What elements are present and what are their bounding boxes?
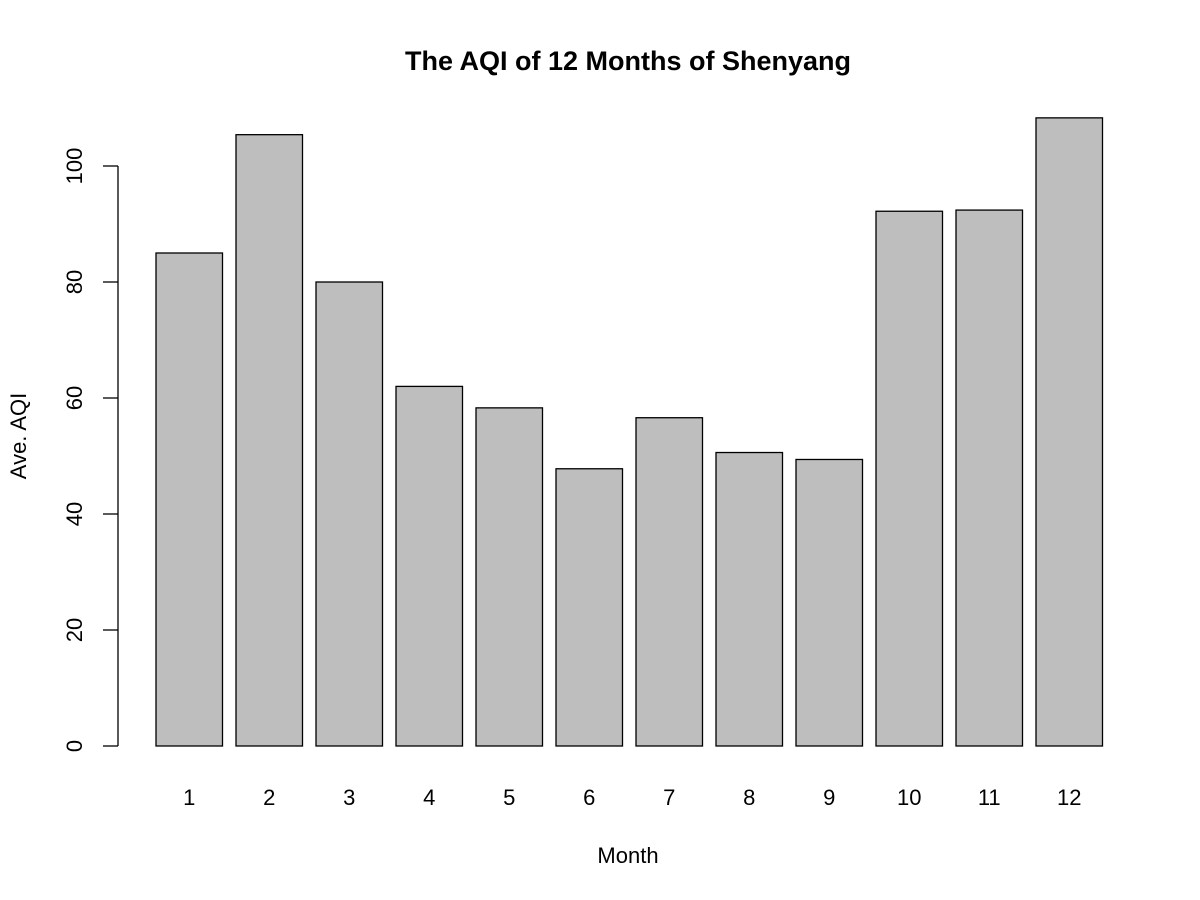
x-tick-label: 1 bbox=[183, 785, 195, 810]
x-tick-label: 8 bbox=[743, 785, 755, 810]
y-tick-label: 20 bbox=[62, 618, 87, 642]
y-tick-label: 40 bbox=[62, 502, 87, 526]
x-tick-label: 11 bbox=[978, 785, 1001, 810]
bar-month-10 bbox=[875, 210, 944, 747]
x-tick-label: 4 bbox=[423, 785, 435, 810]
bar-month-12 bbox=[1035, 117, 1104, 747]
x-tick-label: 2 bbox=[263, 785, 275, 810]
bar-month-2 bbox=[235, 134, 304, 747]
y-axis-label: Ave. AQI bbox=[6, 393, 31, 479]
x-tick-label: 10 bbox=[897, 785, 921, 810]
x-tick-label: 9 bbox=[823, 785, 835, 810]
y-tick-label: 60 bbox=[62, 386, 87, 410]
chart-title: The AQI of 12 Months of Shenyang bbox=[405, 46, 851, 76]
bar-month-4 bbox=[395, 385, 464, 747]
x-tick-label: 6 bbox=[583, 785, 595, 810]
bar-month-9 bbox=[795, 458, 864, 747]
bar-month-1 bbox=[155, 252, 224, 747]
bar-month-8 bbox=[715, 451, 784, 747]
bar-month-7 bbox=[635, 417, 704, 747]
y-tick-label: 80 bbox=[62, 270, 87, 294]
bar-month-11 bbox=[955, 209, 1024, 747]
bar-month-6 bbox=[555, 468, 624, 747]
bar-month-3 bbox=[315, 281, 384, 747]
x-tick-label: 5 bbox=[503, 785, 515, 810]
x-tick-label: 7 bbox=[663, 785, 675, 810]
x-tick-label: 12 bbox=[1057, 785, 1081, 810]
x-tick-label: 3 bbox=[343, 785, 355, 810]
y-tick-label: 100 bbox=[62, 148, 87, 185]
bar-month-5 bbox=[475, 407, 544, 747]
x-tick-labels: 1 2 3 4 5 6 7 8 9 10 11 12 bbox=[183, 785, 1081, 810]
x-axis-label: Month bbox=[597, 843, 658, 868]
bars-group bbox=[155, 117, 1104, 747]
y-axis: 0 20 40 60 80 100 bbox=[62, 148, 119, 752]
y-tick-label: 0 bbox=[62, 740, 87, 752]
